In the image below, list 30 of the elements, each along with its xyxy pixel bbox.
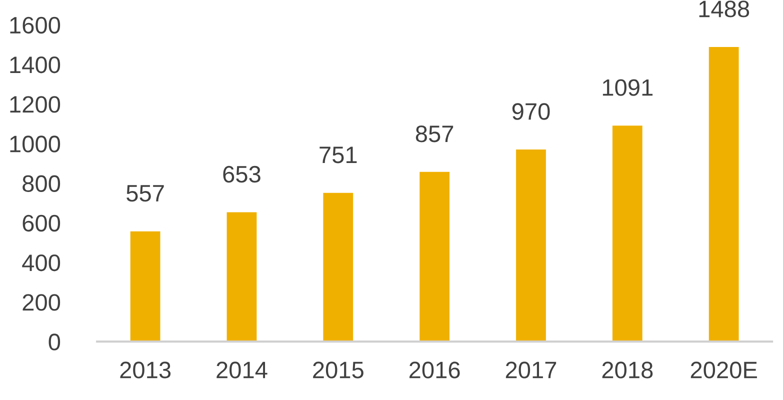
y-tick-label: 200 xyxy=(22,294,60,311)
y-tick-label: 400 xyxy=(22,254,60,272)
x-tick-label: 2013 xyxy=(120,362,171,378)
y-tick-label: 600 xyxy=(22,214,60,232)
bar xyxy=(420,172,450,342)
data-label: 1488 xyxy=(699,0,750,18)
x-tick-label: 2020E xyxy=(690,362,757,378)
bar xyxy=(130,231,160,342)
y-tick-label: 1400 xyxy=(10,56,60,74)
y-tick-label: 1600 xyxy=(10,16,60,34)
y-tick-label: 0 xyxy=(48,334,60,350)
bar xyxy=(516,150,546,342)
x-tick-label: 2015 xyxy=(313,362,364,378)
data-label: 751 xyxy=(320,146,357,164)
data-label: 557 xyxy=(126,185,164,202)
bar xyxy=(226,212,257,342)
bar xyxy=(323,192,354,342)
x-tick-label: 2017 xyxy=(506,362,556,378)
x-tick-label: 2014 xyxy=(216,362,268,378)
data-label: 653 xyxy=(223,166,260,183)
x-tick-label: 2018 xyxy=(602,362,653,378)
data-label: 857 xyxy=(416,126,454,142)
x-tick-label: 2016 xyxy=(409,362,460,378)
y-tick-label: 800 xyxy=(22,175,60,192)
bar xyxy=(612,126,642,342)
y-tick-label: 1200 xyxy=(10,96,60,113)
bar xyxy=(708,46,739,342)
y-tick-label: 1000 xyxy=(10,136,60,152)
data-label: 1091 xyxy=(602,79,653,96)
data-label: 970 xyxy=(512,103,550,120)
